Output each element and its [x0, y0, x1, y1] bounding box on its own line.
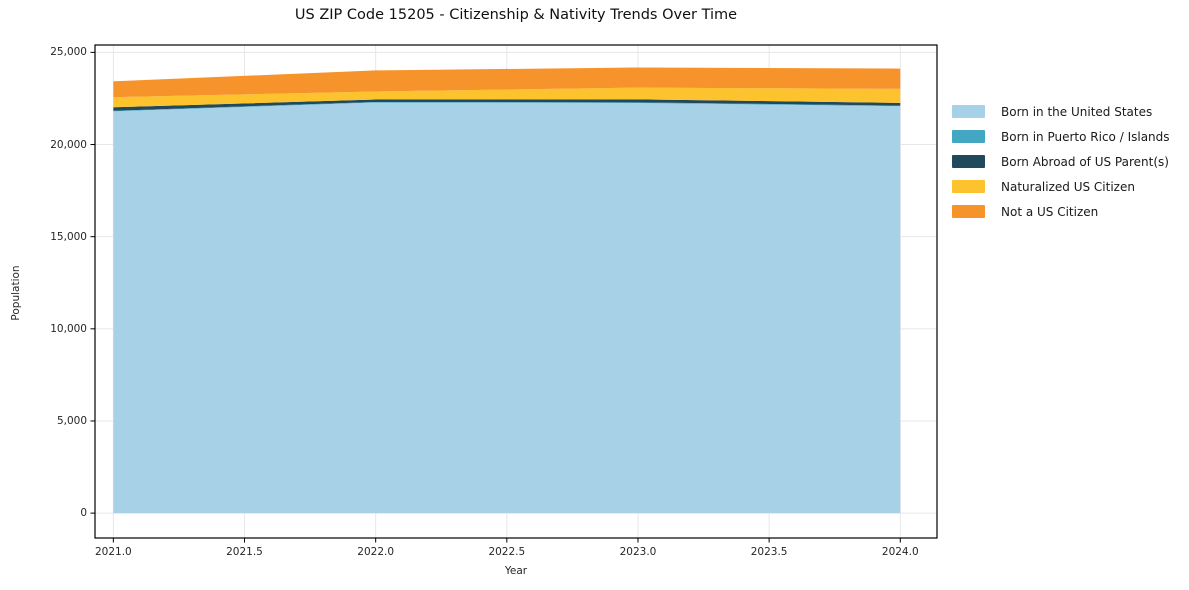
legend-item-born-abroad: Born Abroad of US Parent(s) [952, 149, 1170, 174]
x-tick-label: 2021.5 [226, 546, 263, 558]
legend-label-born-abroad: Born Abroad of US Parent(s) [1001, 154, 1169, 169]
legend-item-naturalized: Naturalized US Citizen [952, 174, 1170, 199]
chart-title: US ZIP Code 15205 - Citizenship & Nativi… [294, 7, 738, 23]
x-axis-label: Year [504, 565, 528, 577]
area-series-3 [113, 87, 901, 108]
area-series-2 [113, 99, 901, 111]
x-tick-label: 2022.5 [488, 546, 526, 558]
x-tick-label: 2023.0 [619, 546, 657, 558]
legend-swatch-born-abroad [952, 155, 985, 168]
legend-swatch-born-us [952, 105, 985, 118]
legend-label-not-citizen: Not a US Citizen [1001, 204, 1099, 219]
x-tick-label: 2024.0 [881, 546, 919, 558]
y-tick-label: 0 [80, 507, 87, 520]
y-tick-label: 15,000 [50, 230, 87, 243]
legend-label-born-pr-islands: Born in Puerto Rico / Islands [1001, 129, 1170, 144]
legend-item-not-citizen: Not a US Citizen [952, 199, 1170, 224]
plot-border [94, 44, 938, 539]
area-series-1 [113, 101, 901, 112]
legend-item-born-us: Born in the United States [952, 99, 1170, 124]
legend-swatch-not-citizen [952, 205, 985, 218]
y-tick-label: 5,000 [56, 414, 87, 427]
x-tick-label: 2023.5 [750, 546, 788, 558]
area-series-0 [113, 102, 901, 514]
legend-item-born-pr-islands: Born in Puerto Rico / Islands [952, 124, 1170, 149]
x-tick-label: 2021.0 [94, 546, 132, 558]
legend: Born in the United States Born in Puerto… [952, 99, 1170, 224]
y-tick-label: 25,000 [50, 46, 87, 59]
x-tick-label: 2022.0 [357, 546, 395, 558]
legend-swatch-naturalized [952, 180, 985, 193]
legend-swatch-born-pr-islands [952, 130, 985, 143]
area-series-4 [113, 67, 901, 98]
y-tick-label: 20,000 [50, 138, 87, 151]
legend-label-naturalized: Naturalized US Citizen [1001, 179, 1135, 194]
legend-label-born-us: Born in the United States [1001, 104, 1153, 119]
y-tick-label: 10,000 [50, 322, 87, 335]
